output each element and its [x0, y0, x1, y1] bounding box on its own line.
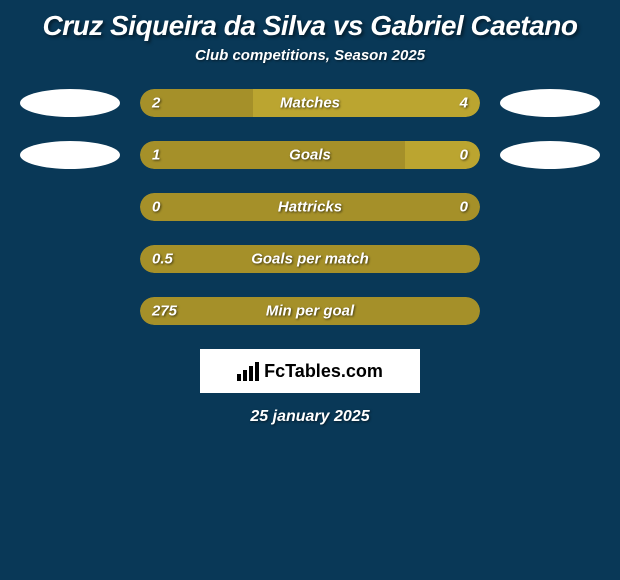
logo-box: FcTables.com: [200, 349, 420, 393]
stat-row: 275 Min per goal: [0, 297, 620, 325]
logo-text: FcTables.com: [264, 361, 383, 382]
stat-label: Goals per match: [251, 251, 369, 268]
stat-bar: 275 Min per goal: [140, 297, 480, 325]
stat-value-right: 4: [460, 95, 468, 112]
stat-value-left: 2: [152, 95, 160, 112]
stat-value-left: 0: [152, 199, 160, 216]
stat-value-left: 275: [152, 303, 177, 320]
player-left-marker: [20, 141, 120, 169]
stat-value-left: 0.5: [152, 251, 173, 268]
player-left-marker: [20, 89, 120, 117]
stat-bar: 1 0 Goals: [140, 141, 480, 169]
page-title: Cruz Siqueira da Silva vs Gabriel Caetan…: [0, 0, 620, 47]
logo: FcTables.com: [237, 361, 383, 382]
stat-bar: 0 0 Hattricks: [140, 193, 480, 221]
player-right-marker: [500, 141, 600, 169]
stat-value-right: 0: [460, 199, 468, 216]
bar-chart-icon: [237, 362, 261, 381]
stat-label: Matches: [280, 95, 340, 112]
stat-label: Hattricks: [278, 199, 342, 216]
stat-row: 2 4 Matches: [0, 89, 620, 117]
stat-row: 0.5 Goals per match: [0, 245, 620, 273]
stat-label: Goals: [289, 147, 331, 164]
stat-label: Min per goal: [266, 303, 354, 320]
player-right-marker: [500, 89, 600, 117]
subtitle: Club competitions, Season 2025: [0, 47, 620, 89]
infographic-container: Cruz Siqueira da Silva vs Gabriel Caetan…: [0, 0, 620, 426]
stat-bar: 2 4 Matches: [140, 89, 480, 117]
stat-row: 1 0 Goals: [0, 141, 620, 169]
date-text: 25 january 2025: [0, 408, 620, 426]
stat-row: 0 0 Hattricks: [0, 193, 620, 221]
stat-value-right: 0: [460, 147, 468, 164]
stats-area: 2 4 Matches 1 0 Goals 0 0 Hattricks 0.5 Goals per …: [0, 89, 620, 325]
stat-bar: 0.5 Goals per match: [140, 245, 480, 273]
stat-value-left: 1: [152, 147, 160, 164]
